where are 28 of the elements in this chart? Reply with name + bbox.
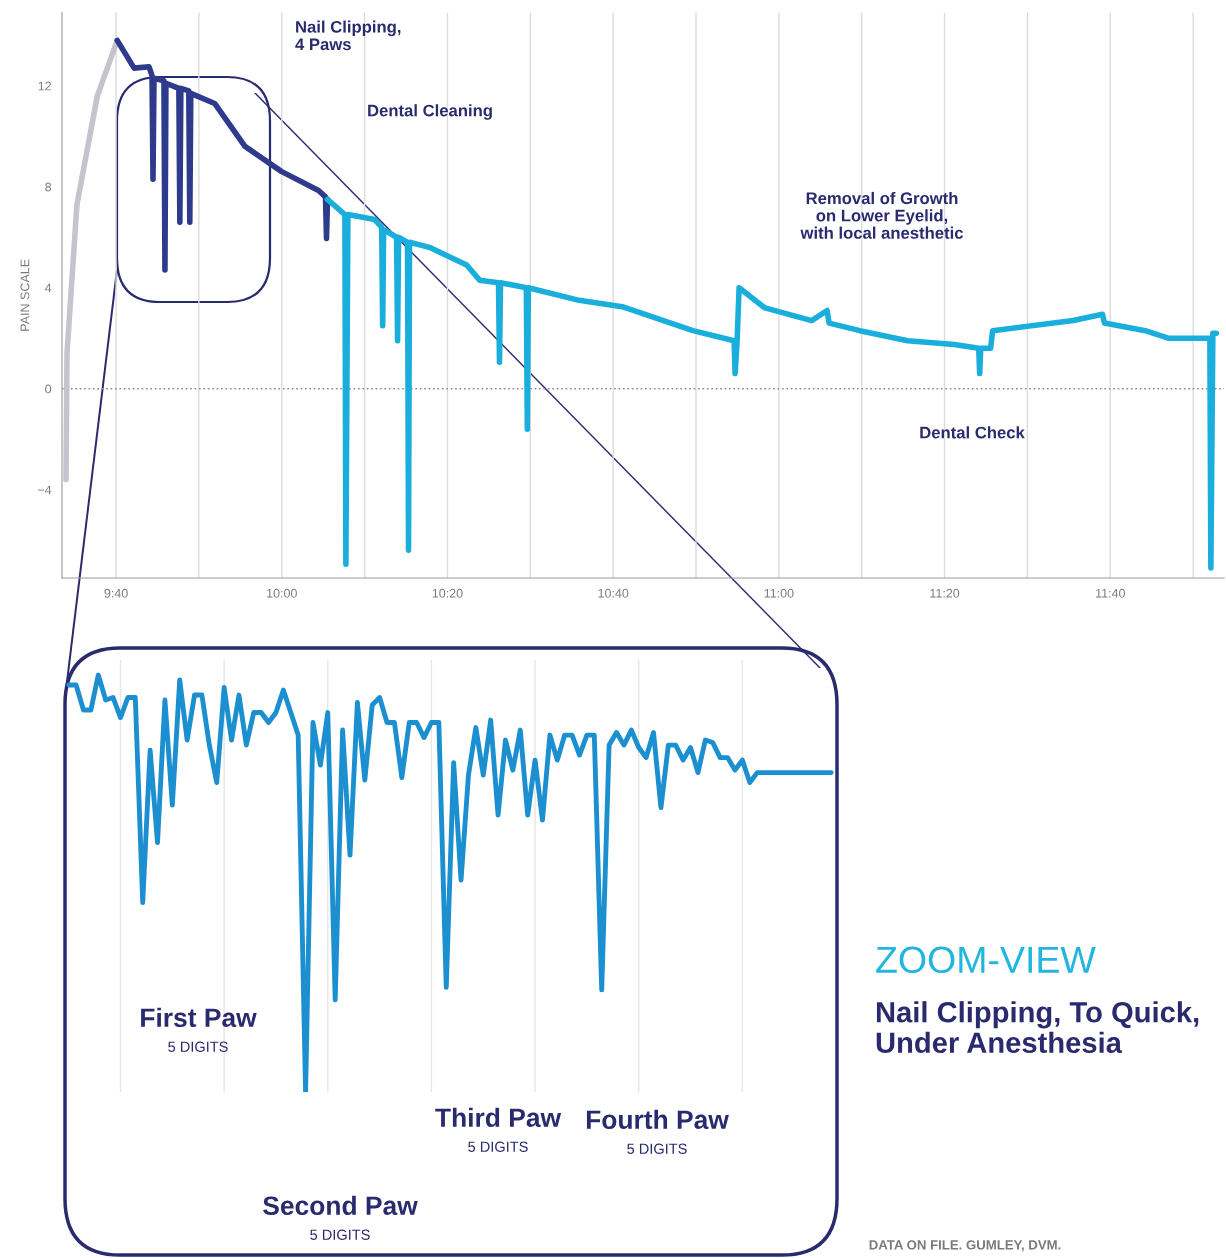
annotation: Dental Cleaning	[368, 104, 492, 120]
x-tick-label: 11:40	[1096, 588, 1125, 598]
text: 5 DIGITS	[468, 1141, 528, 1152]
text: Second Paw	[263, 1195, 418, 1216]
annotation: Nail Clipping, 4 Paws	[295, 20, 401, 51]
text: ZOOM-VIEW	[876, 946, 1096, 974]
y-tick-label: 12	[38, 81, 51, 91]
y-axis-title: PAIN SCALE	[20, 259, 30, 331]
y-tick-label: 0	[45, 384, 52, 394]
annotation: Dental Check	[920, 426, 1025, 439]
x-tick-label: 11:20	[930, 588, 960, 598]
text: 5 DIGITS	[310, 1229, 370, 1240]
annotation: First Paw	[141, 1007, 257, 1028]
text: Fourth Paw	[586, 1109, 729, 1130]
annotation: Removal of Growth on Lower Eyelid, with local anesthetic	[800, 191, 964, 239]
x-tick-label: 10:20	[432, 588, 463, 598]
text: Third Paw	[435, 1107, 562, 1128]
x-tick-label: 10:40	[598, 588, 629, 598]
y-tick-label: −4	[37, 485, 52, 495]
text: Nail Clipping, To Quick, Under Anesthesia	[876, 1001, 1199, 1054]
x-tick-label: 9:40	[104, 588, 128, 598]
text: DATA ON FILE. GUMLEY, DVM.	[869, 1240, 1061, 1252]
y-tick-label: 4	[44, 283, 52, 293]
text: 5 DIGITS	[627, 1143, 687, 1154]
y-tick-label: 8	[45, 182, 52, 192]
x-tick-label: 10:00	[267, 588, 297, 598]
annotation: 5 DIGITS	[168, 1041, 228, 1052]
x-tick-label: 11:00	[764, 588, 794, 598]
